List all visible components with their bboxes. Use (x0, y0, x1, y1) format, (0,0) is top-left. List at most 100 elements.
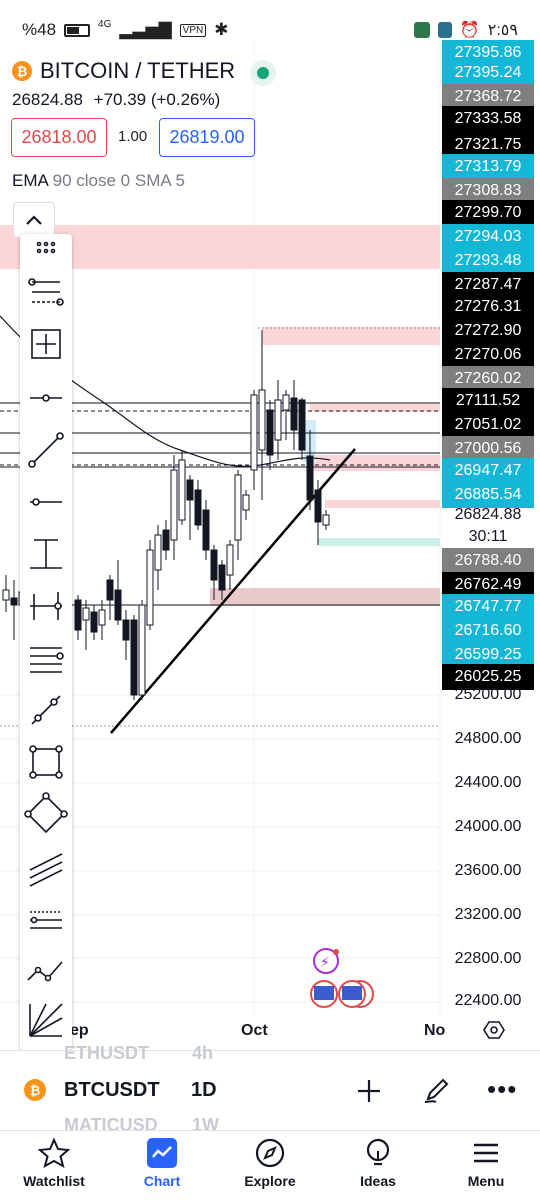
time-label-sep: ep (70, 1022, 89, 1039)
grid (0, 40, 441, 1015)
symbol-coin-icon: ₿ (24, 1079, 46, 1101)
tab-chart[interactable]: Chart (108, 1131, 216, 1200)
price-label: 26788.40 (442, 548, 534, 574)
vpn-badge: VPN (179, 23, 207, 37)
bottom-navigation: Watchlist Chart Explore Ideas Menu (0, 1130, 540, 1200)
tab-label: Chart (143, 1173, 181, 1189)
drawing-toolbar (20, 234, 72, 1050)
candle-body (314, 489, 322, 523)
star-icon (38, 1137, 70, 1169)
candle-body (138, 604, 146, 696)
hamburger-icon (470, 1137, 502, 1169)
grip-icon[interactable] (20, 234, 72, 286)
alarm-icon: ⏰ (459, 22, 480, 39)
candle-body (130, 619, 138, 696)
price-chart[interactable]: ⚡ (0, 0, 540, 1050)
lightbulb-icon (362, 1137, 394, 1169)
ghost-symbol-top: ETHUSDT (64, 1043, 149, 1063)
candle-body (122, 619, 130, 641)
price-label: 27333.58 (442, 106, 534, 132)
candle-body (226, 544, 234, 576)
candle-body (162, 529, 170, 551)
ray-icon[interactable] (20, 684, 72, 736)
candle-body (250, 394, 258, 471)
candle-body (210, 549, 218, 581)
fib-retracement-icon[interactable] (20, 266, 72, 318)
time-label-oct: Oct (241, 1022, 268, 1039)
polyline-icon[interactable] (20, 944, 72, 996)
tab-menu[interactable]: Menu (432, 1131, 540, 1200)
candle-body (242, 494, 250, 511)
spread-value: 1.00 (118, 128, 148, 145)
candle-body (154, 534, 162, 571)
price-label: 26025.25 (442, 664, 534, 690)
channel-icon[interactable] (20, 840, 72, 892)
bluetooth-icon: ✱ (214, 20, 229, 39)
collapse-toolbar-button[interactable] (13, 202, 55, 238)
price-label: 27313.79 (442, 154, 534, 180)
candle-body (114, 589, 122, 621)
crosshair-box-icon[interactable] (20, 318, 72, 370)
chart-settings-icon[interactable] (482, 1018, 506, 1042)
horizontal-ray-icon[interactable] (20, 372, 72, 424)
add-indicator-button[interactable] (355, 1077, 383, 1105)
buy-button[interactable]: 26819.00 (159, 118, 255, 157)
candle-body (90, 611, 98, 633)
candle-body (170, 469, 178, 541)
time-label-nov: No (424, 1022, 446, 1039)
event-markers[interactable]: ⚡ (310, 948, 374, 1008)
time-axis: ep Oct No (0, 1020, 540, 1044)
more-options-icon[interactable]: ••• (487, 1074, 518, 1104)
price-label: 26747.77 (442, 594, 534, 620)
horizontal-line-icon[interactable] (20, 476, 72, 528)
tab-watchlist[interactable]: Watchlist (0, 1131, 108, 1200)
drawing-button[interactable] (422, 1075, 452, 1105)
price-label: 27287.47 (442, 272, 534, 298)
price-label: 27368.72 (442, 84, 534, 110)
candle-body (218, 564, 226, 591)
candle-body (274, 399, 282, 441)
candle-body (266, 409, 274, 456)
price-summary: 26824.88 +70.39 (+0.26%) (12, 90, 220, 110)
cross-line-icon[interactable] (20, 580, 72, 632)
market-open-indicator (250, 60, 276, 86)
symbol-header[interactable]: ₿ BITCOIN / TETHER (12, 56, 235, 86)
price-label: 30:11 (468, 528, 508, 545)
sell-button[interactable]: 26818.00 (11, 118, 107, 157)
rotated-rectangle-icon[interactable] (20, 788, 72, 840)
parallel-lines-icon[interactable] (20, 632, 72, 684)
tab-explore[interactable]: Explore (216, 1131, 324, 1200)
price-label: 23600.00 (454, 862, 522, 879)
supply-zone-1 (310, 404, 440, 412)
price-label: 24800.00 (454, 730, 522, 747)
tab-label: Menu (467, 1173, 505, 1189)
svg-text:⚡: ⚡ (320, 955, 330, 971)
rectangle-icon[interactable] (20, 736, 72, 788)
ghost-timeframe-top: 4h (192, 1043, 214, 1063)
candles (2, 330, 330, 700)
candle-body (82, 607, 90, 621)
indicators-legend[interactable]: EMA 90 close 0 SMA 5 (12, 171, 185, 191)
symbol-name[interactable]: BTCUSDT (64, 1079, 160, 1101)
candle-body (186, 479, 194, 501)
fib-fan-icon[interactable] (20, 994, 72, 1046)
price-label: 25200.00 (454, 686, 522, 703)
pitchfork-icon[interactable] (20, 892, 72, 944)
trend-line-icon[interactable] (20, 424, 72, 476)
symbol-bar: ETHUSDT 4h ₿ BTCUSDT 1D ••• MATICUSD 1W (0, 1043, 540, 1135)
candle-body (2, 589, 10, 601)
price-label: 27299.70 (442, 200, 534, 226)
vertical-line-icon[interactable] (20, 528, 72, 580)
price-label: 26762.49 (442, 572, 534, 598)
price-change: +70.39 (+0.26%) (93, 90, 221, 109)
trend-line (110, 448, 356, 734)
candle-body (10, 597, 18, 606)
tab-ideas[interactable]: Ideas (324, 1131, 432, 1200)
candle-body (194, 489, 202, 526)
price-label: 27260.02 (442, 366, 534, 392)
price-label: 26716.60 (442, 618, 534, 644)
timeframe-button[interactable]: 1D (191, 1079, 217, 1101)
indicator-ema: EMA (12, 171, 48, 190)
candle-body (298, 399, 306, 451)
support-zone (210, 588, 440, 606)
